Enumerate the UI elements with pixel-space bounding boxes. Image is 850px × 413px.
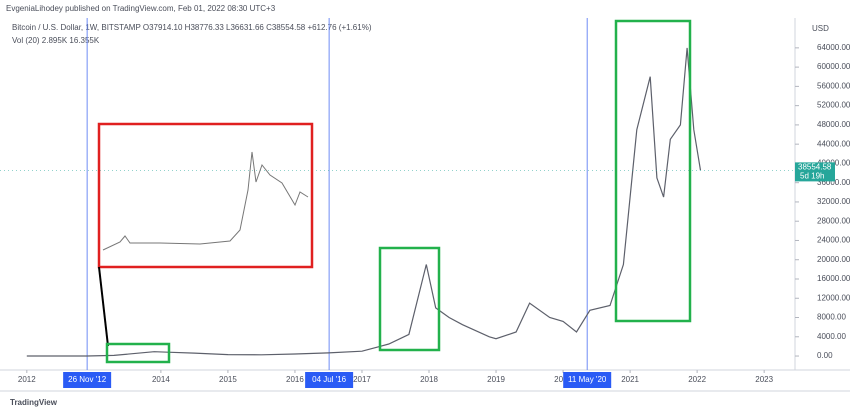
x-tick-label: 2018: [420, 375, 438, 384]
x-tick-label: 2015: [219, 375, 237, 384]
volume-line: Vol (20) 2.895K 16.355K: [12, 36, 100, 45]
brand: TradingView: [10, 398, 58, 407]
x-tick-label: 2021: [621, 375, 639, 384]
halving-label: 26 Nov '12: [68, 375, 107, 384]
y-tick-label: 52000.00: [817, 101, 850, 110]
y-tick-label: 12000.00: [817, 293, 850, 302]
y-tick-label: 44000.00: [817, 139, 850, 148]
x-tick-label: 2017: [353, 375, 371, 384]
cycle-box: [105, 342, 171, 364]
y-tick-label: 4000.00: [817, 332, 846, 341]
price-line: [26, 47, 702, 357]
cycle-box: [378, 246, 441, 352]
last-price-bg: [795, 162, 835, 182]
y-tick-label: 28000.00: [817, 216, 850, 225]
y-tick-label: 20000.00: [817, 255, 850, 264]
x-tick-label: 2023: [755, 375, 773, 384]
attribution: EvgeniaLihodey published on TradingView.…: [6, 4, 276, 13]
x-tick-label: 2014: [152, 375, 170, 384]
y-tick-label: 16000.00: [817, 274, 850, 283]
cycle-box: [614, 19, 692, 323]
x-tick-label: 2022: [688, 375, 706, 384]
x-tick-label: 2012: [18, 375, 36, 384]
zoom-box: [97, 122, 314, 269]
x-tick-label: 2016: [286, 375, 304, 384]
halving-label-bg: [563, 372, 612, 388]
y-tick-label: 64000.00: [817, 43, 850, 52]
y-tick-label: 56000.00: [817, 81, 850, 90]
y-tick-label: 32000.00: [817, 197, 850, 206]
y-tick-label: 0.00: [817, 351, 833, 360]
y-tick-label: 36000.00: [817, 178, 850, 187]
y-tick-label: 24000.00: [817, 236, 850, 245]
zoom-connector: [98, 266, 109, 347]
currency: USD: [812, 24, 829, 33]
x-tick-label: 2019: [487, 375, 505, 384]
halving-label: 11 May '20: [568, 375, 607, 384]
halving-label: 04 Jul '16: [312, 375, 347, 384]
halving-label-bg: [63, 372, 112, 388]
y-tick-label: 48000.00: [817, 120, 850, 129]
y-tick-label: 60000.00: [817, 62, 850, 71]
y-tick-label: 8000.00: [817, 313, 846, 322]
countdown: 5d 19h: [800, 171, 824, 180]
symbol-line: Bitcoin / U.S. Dollar, 1W, BITSTAMP O379…: [12, 23, 372, 32]
last-price-label: 38554.58: [798, 162, 832, 171]
zoom-inset: [102, 151, 309, 251]
halving-label-bg: [305, 372, 354, 388]
